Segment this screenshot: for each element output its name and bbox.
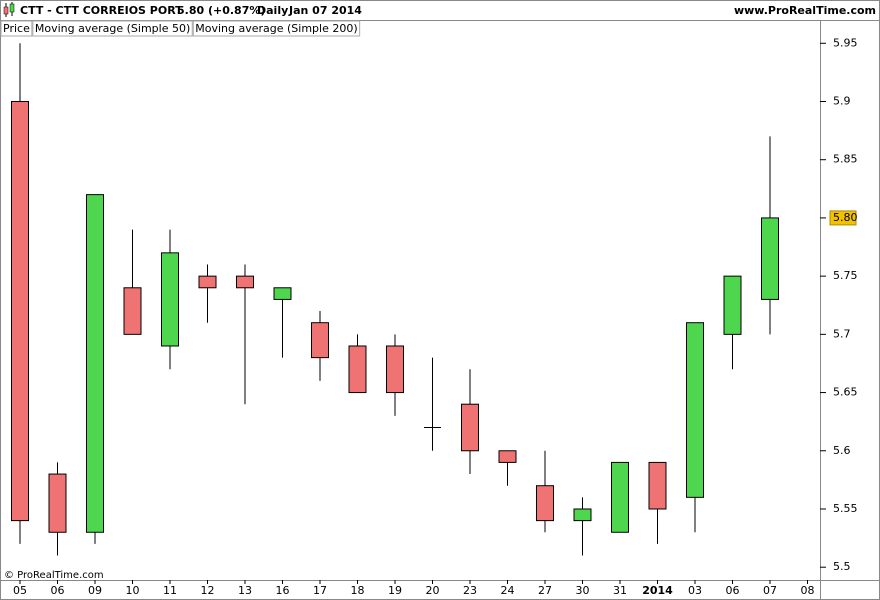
candle-body [686, 322, 704, 498]
x-tick-label: 24 [501, 584, 515, 597]
candle-body [573, 508, 592, 522]
candle-body [11, 100, 29, 522]
legend-box [0, 20, 33, 37]
x-tick-label: 06 [51, 584, 65, 597]
candle-body [723, 275, 742, 335]
last-price-box [829, 210, 857, 226]
x-tick-label: 09 [88, 584, 102, 597]
x-tick-label: 16 [276, 584, 290, 597]
y-tick-label: 5.5 [833, 560, 851, 573]
x-tick-label: 2014 [642, 584, 673, 597]
candle-body [611, 461, 629, 533]
x-tick-label: 07 [763, 584, 777, 597]
x-tick-label: 27 [538, 584, 552, 597]
candle-body [198, 275, 217, 289]
candle-body [123, 287, 142, 335]
chart-title: CTT - CTT CORREIOS PORT [20, 4, 183, 17]
x-tick-label: 06 [726, 584, 740, 597]
legend-label: Price [3, 22, 30, 35]
price-change: 5.80 (+0.87%) [177, 4, 265, 17]
candle-body [311, 322, 329, 359]
x-tick-label: 20 [426, 584, 440, 597]
header-icon [3, 2, 15, 17]
y-tick-label: 5.75 [833, 269, 858, 282]
copyright: © ProRealTime.com [4, 570, 104, 581]
date: Jan 07 2014 [288, 4, 362, 17]
y-tick-label: 5.65 [833, 386, 858, 399]
x-tick-label: 03 [688, 584, 702, 597]
x-tick-label: 30 [576, 584, 590, 597]
x-tick-label: 17 [313, 584, 327, 597]
x-tick-label: 23 [463, 584, 477, 597]
x-tick-label: 18 [351, 584, 365, 597]
x-tick-label: 11 [163, 584, 177, 597]
x-tick-label: 05 [13, 584, 27, 597]
legend-box [192, 20, 361, 37]
y-tick-label: 5.85 [833, 153, 858, 166]
x-tick-label: 13 [238, 584, 252, 597]
y-tick-label: 5.9 [833, 94, 851, 107]
candle-body [761, 217, 779, 300]
candle-body [348, 345, 367, 394]
legend: Price Moving average (Simple 50) Moving av… [0, 20, 361, 37]
x-tick-label: 12 [201, 584, 215, 597]
candle-body [386, 345, 404, 394]
y-tick-label: 5.55 [833, 502, 858, 515]
candle-body [273, 287, 292, 300]
candle-body [236, 275, 254, 289]
x-tick-label: 08 [801, 584, 815, 597]
candle-body [498, 450, 517, 463]
legend-label: Moving average (Simple 50) [35, 22, 190, 35]
candle-body [536, 485, 554, 522]
period: Daily [257, 4, 288, 17]
y-tick-label: 5.6 [833, 444, 851, 457]
legend-box [32, 20, 193, 37]
candle-body [461, 403, 479, 452]
candle-body [648, 461, 667, 510]
y-tick-label: 5.95 [833, 36, 858, 49]
x-tick-label: 31 [613, 584, 627, 597]
x-tick-label: 19 [388, 584, 402, 597]
y-tick-label: 5.80 [833, 211, 858, 224]
legend-label: Moving average (Simple 200) [195, 22, 357, 35]
candle-body [161, 252, 179, 347]
source: www.ProRealTime.com [734, 4, 876, 17]
y-tick-label: 5.7 [833, 327, 851, 340]
candle-body [48, 473, 67, 533]
candle-body [86, 194, 104, 533]
x-tick-label: 10 [126, 584, 140, 597]
plot [11, 43, 779, 556]
